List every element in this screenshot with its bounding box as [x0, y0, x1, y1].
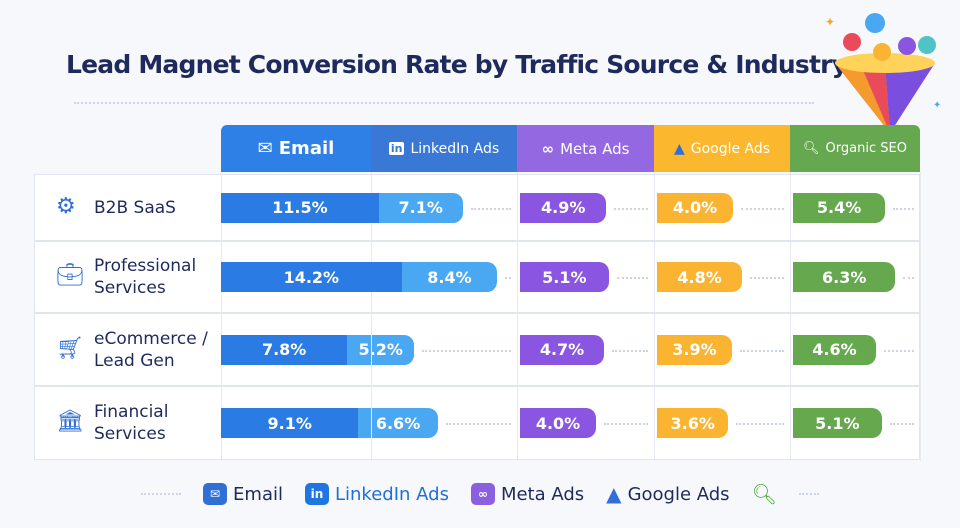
column-divider: [371, 172, 372, 461]
svg-text:✦: ✦: [825, 15, 835, 29]
bar-meta-ads: 4.9%: [520, 192, 607, 223]
briefcase-icon: 💼︎: [56, 263, 84, 288]
row-dots: [422, 349, 511, 352]
legend-item-linkedin-ads: in LinkedIn Ads: [304, 483, 449, 505]
row-dots: [614, 207, 648, 210]
envelope-icon: ✉: [203, 483, 228, 505]
row-dots: [736, 423, 784, 425]
google-ads-icon: ▲: [606, 482, 622, 506]
header-linkedin-ads: in LinkedIn Ads: [371, 125, 517, 172]
linkedin-icon: in: [388, 142, 405, 155]
bar-google-ads: 3.6%: [657, 408, 729, 438]
bar-meta-ads: 4.0%: [520, 408, 596, 438]
header-meta-ads: ∞ Meta Ads: [517, 125, 654, 172]
legend-item-email: ✉ Email: [203, 483, 283, 505]
legend-divider-right: [798, 493, 819, 495]
bank-icon: 🏛︎: [56, 409, 84, 434]
column-divider: [790, 172, 791, 461]
bar-meta-ads: 4.7%: [520, 334, 605, 365]
row-dots: [612, 349, 648, 352]
bar-google-ads: 4.0%: [657, 192, 733, 223]
row-label: Financial Services: [94, 402, 169, 444]
row-label: Professional Services: [94, 256, 197, 298]
bar-linkedin-ads: 8.4%: [401, 262, 498, 292]
row-dots: [889, 423, 914, 425]
row-dots: [883, 349, 914, 352]
header-email: ✉ Email: [221, 125, 371, 172]
linkedin-icon: in: [304, 483, 329, 505]
row-dots: [893, 207, 914, 210]
legend-item-meta-ads: ∞ Meta Ads: [470, 483, 584, 505]
legend-divider-left: [141, 493, 182, 495]
bar-organic-seo: 5.1%: [793, 408, 882, 438]
bar-organic-seo: 4.6%: [793, 334, 876, 365]
bar-google-ads: 3.9%: [657, 334, 732, 365]
bar-email: 14.2%: [221, 262, 402, 292]
bar-email: 11.5%: [221, 192, 379, 223]
leaf-search-icon: 🔍︎: [751, 482, 777, 506]
column-divider: [654, 172, 655, 461]
row-dots: [445, 423, 511, 425]
row-dots: [741, 207, 784, 210]
title-divider: [74, 102, 814, 104]
bar-email: 9.1%: [221, 408, 359, 438]
column-divider: [221, 172, 222, 461]
legend-item-organic-seo: 🔍︎: [752, 482, 777, 506]
meta-icon: ∞: [470, 483, 495, 505]
envelope-icon: ✉: [257, 138, 273, 159]
bar-google-ads: 4.8%: [657, 262, 743, 292]
row-dots: [903, 277, 914, 279]
row-dots: [750, 277, 784, 279]
chart-title: Lead Magnet Conversion Rate by Traffic S…: [66, 50, 848, 79]
row-dots: [470, 207, 511, 210]
bar-organic-seo: 6.3%: [793, 262, 896, 292]
svg-text:✦: ✦: [933, 100, 941, 111]
legend: ✉ Email in LinkedIn Ads ∞ Meta Ads ▲ Google …: [0, 482, 960, 506]
bar-linkedin-ads: 5.2%: [347, 334, 415, 365]
bar-organic-seo: 5.4%: [793, 192, 886, 223]
google-ads-icon: ▲: [673, 140, 685, 157]
bar-email: 7.8%: [221, 334, 348, 365]
header-organic-seo: 🔍︎ Organic SEO: [790, 125, 920, 172]
header-google-ads: ▲ Google Ads: [654, 125, 790, 172]
bar-meta-ads: 5.1%: [520, 262, 609, 292]
meta-icon: ∞: [541, 139, 555, 158]
column-divider: [920, 172, 921, 461]
legend-item-google-ads: ▲ Google Ads: [606, 482, 730, 506]
funnel-illustration: ✦✦: [825, 13, 941, 133]
row-label: B2B SaaS: [94, 197, 176, 218]
cart-icon: 🛒︎: [56, 335, 84, 361]
gear-icon: ⚙: [56, 193, 76, 219]
row-dots: [739, 349, 784, 352]
search-icon: 🔍︎: [803, 141, 820, 156]
row-dots: [616, 277, 648, 279]
row-label: eCommerce / Lead Gen: [94, 328, 208, 371]
column-divider: [517, 172, 518, 461]
row-dots: [505, 277, 511, 279]
conversion-table: ⚙ B2B SaaS 11.5% 7.1% 4.9% 4.0% 5.4% 💼︎ Professi…: [34, 125, 921, 461]
bar-linkedin-ads: 7.1%: [378, 192, 463, 223]
row-dots: [604, 423, 648, 425]
